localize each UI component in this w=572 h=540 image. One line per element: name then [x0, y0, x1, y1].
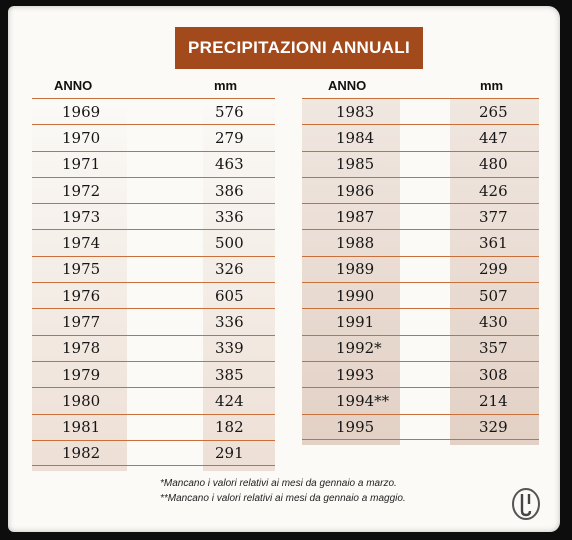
precipitation-mm-cell: 265: [479, 102, 508, 121]
table-row: 1995 329: [302, 413, 539, 440]
precipitation-mm-cell: 385: [215, 365, 244, 384]
precipitation-mm-cell: 386: [215, 181, 244, 200]
year-cell: 1974: [62, 234, 101, 253]
precipitation-mm-cell: 299: [479, 260, 508, 279]
precipitation-mm-cell: 336: [215, 207, 244, 226]
precipitation-mm-cell: 361: [479, 234, 508, 253]
table-row: 1981 182: [32, 413, 275, 440]
precipitation-mm-cell: 377: [479, 207, 508, 226]
left-year-header: ANNO: [54, 78, 93, 93]
year-cell: 1975: [62, 260, 101, 279]
year-cell: 1989: [336, 260, 375, 279]
page-title: PRECIPITAZIONI ANNUALI: [175, 27, 423, 69]
year-cell: 1969: [62, 102, 101, 121]
left-mm-header: mm: [214, 78, 238, 93]
year-cell: 1995: [336, 417, 375, 436]
table-row: 1979 385: [32, 360, 275, 387]
precipitation-mm-cell: 291: [215, 444, 244, 462]
column-shading: [203, 98, 275, 471]
year-cell: 1971: [62, 155, 101, 174]
table-row: 1992* 357: [302, 334, 539, 361]
publisher-logo-icon: [512, 488, 540, 520]
table-row: 1972 386: [32, 176, 275, 203]
table-row: 1980 424: [32, 387, 275, 413]
right-year-header: ANNO: [328, 78, 367, 93]
year-cell: 1986: [336, 181, 375, 200]
precipitation-mm-cell: 279: [215, 128, 244, 147]
precipitation-mm-cell: 447: [479, 128, 508, 147]
table-row: 1978 339: [32, 334, 275, 361]
precipitation-table-right: 1983 265 1984 447 1985 480 1986 426 1987 377 1988 3…: [302, 98, 539, 440]
year-cell: 1980: [62, 391, 101, 410]
table-row: 1985 480: [302, 150, 539, 177]
precipitation-mm-cell: 426: [479, 181, 508, 200]
year-cell: 1976: [62, 286, 101, 305]
table-row: 1969 576: [32, 98, 275, 124]
year-cell: 1972: [62, 181, 101, 200]
table-row: 1971 463: [32, 150, 275, 177]
year-cell: 1985: [336, 155, 375, 174]
precipitation-mm-cell: 214: [479, 391, 508, 410]
table-row: 1975 326: [32, 255, 275, 282]
table-row: 1982 291: [32, 439, 275, 467]
column-shading: [302, 98, 400, 445]
year-cell: 1978: [62, 339, 101, 358]
year-cell: 1988: [336, 234, 375, 253]
precipitation-mm-cell: 329: [479, 417, 508, 436]
year-cell: 1993: [336, 365, 375, 384]
right-mm-header: mm: [480, 78, 504, 93]
table-row: 1991 430: [302, 308, 539, 334]
year-cell: 1977: [62, 313, 101, 332]
precipitation-mm-cell: 182: [215, 418, 244, 437]
precipitation-mm-cell: 480: [479, 155, 508, 174]
precipitation-mm-cell: 326: [215, 260, 244, 279]
year-cell: 1979: [62, 365, 101, 384]
document-page: PRECIPITAZIONI ANNUALI ANNO mm ANNO mm 1…: [8, 6, 560, 532]
year-cell: 1987: [336, 207, 375, 226]
table-row: 1993 308: [302, 360, 539, 387]
precipitation-mm-cell: 430: [479, 313, 508, 332]
table-row: 1988 361: [302, 229, 539, 255]
table-row: 1987 377: [302, 203, 539, 229]
precipitation-mm-cell: 357: [479, 339, 508, 358]
precipitation-mm-cell: 507: [479, 286, 508, 305]
precipitation-mm-cell: 339: [215, 339, 244, 358]
table-row: 1989 299: [302, 255, 539, 282]
table-row: 1973 336: [32, 203, 275, 229]
table-row: 1984 447: [302, 124, 539, 150]
precipitation-mm-cell: 424: [215, 391, 244, 410]
column-shading: [450, 98, 539, 445]
year-cell: 1970: [62, 128, 101, 147]
footnotes: *Mancano i valori relativi ai mesi da ge…: [160, 476, 406, 506]
table-row: 1976 605: [32, 282, 275, 308]
table-row: 1990 507: [302, 282, 539, 308]
precipitation-mm-cell: 336: [215, 313, 244, 332]
footnote-2: **Mancano i valori relativi ai mesi da g…: [160, 493, 406, 504]
table-row: 1986 426: [302, 176, 539, 203]
table-row: 1974 500: [32, 229, 275, 255]
year-cell: 1994**: [336, 391, 390, 410]
precipitation-mm-cell: 308: [479, 365, 508, 384]
column-shading: [32, 98, 127, 471]
year-cell: 1982: [62, 444, 101, 462]
year-cell: 1973: [62, 207, 101, 226]
year-cell: 1981: [62, 418, 101, 437]
precipitation-table-left: 1969 576 1970 279 1971 463 1972 386 1973 336 1974 5…: [32, 98, 275, 467]
year-cell: 1992*: [336, 339, 382, 358]
precipitation-mm-cell: 576: [215, 102, 244, 121]
year-cell: 1990: [336, 286, 375, 305]
year-cell: 1991: [336, 313, 375, 332]
year-cell: 1984: [336, 128, 375, 147]
precipitation-mm-cell: 605: [215, 286, 244, 305]
precipitation-mm-cell: 500: [215, 234, 244, 253]
table-row: 1977 336: [32, 308, 275, 334]
table-row: 1994** 214: [302, 387, 539, 413]
table-row: 1970 279: [32, 124, 275, 150]
table-row: 1983 265: [302, 98, 539, 124]
year-cell: 1983: [336, 102, 375, 121]
precipitation-mm-cell: 463: [215, 155, 244, 174]
footnote-1: *Mancano i valori relativi ai mesi da ge…: [160, 478, 397, 489]
